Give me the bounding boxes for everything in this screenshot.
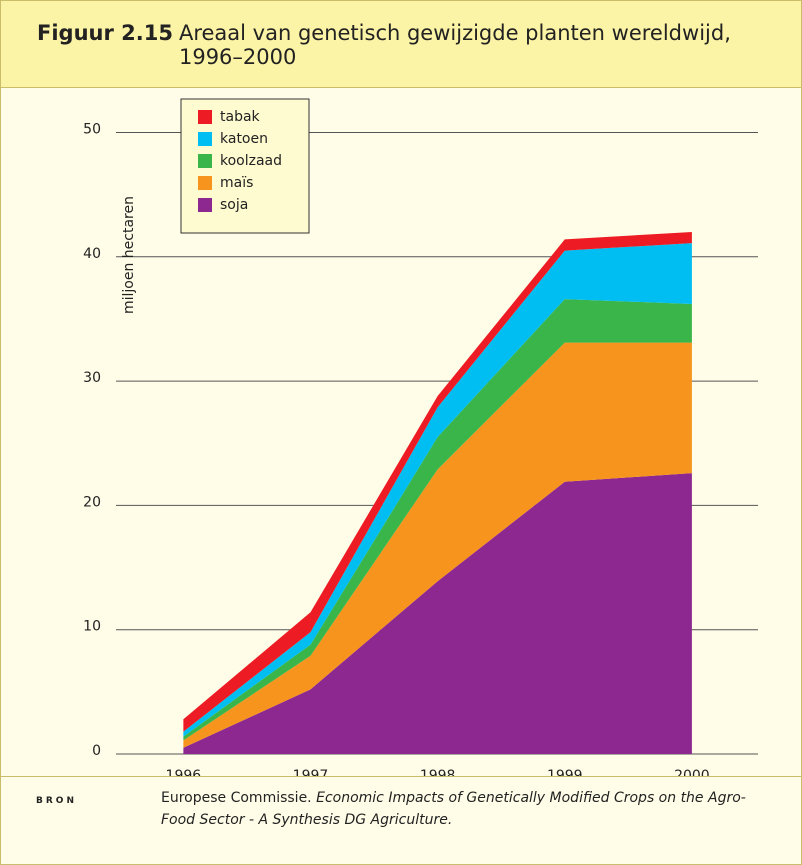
area [183,342,692,748]
legend-label: tabak [220,109,261,125]
y-tick-label: 0 [92,743,101,759]
area [183,243,692,737]
x-tick-label: 1996 [166,768,202,776]
y-tick-label: 20 [83,494,101,510]
legend-swatch [198,198,212,212]
header: Figuur 2.15 Areaal van genetisch gewijzi… [1,1,801,88]
x-tick-label: 1997 [293,768,329,776]
legend-swatch [198,110,212,124]
legend-label: koolzaad [220,153,282,169]
legend-swatch [198,154,212,168]
area [183,473,692,754]
x-tick-label: 2000 [674,768,710,776]
legend-swatch [198,176,212,190]
source-text: Europese Commissie. Economic Impacts of … [161,787,761,831]
legend: tabak katoen koolzaad maïs soja [180,98,310,234]
y-tick-label: 10 [83,619,101,635]
area [183,231,692,732]
y-tick-label: 40 [83,246,101,262]
source: BRON Europese Commissie. Economic Impact… [1,776,801,831]
legend-label: maïs [220,175,253,191]
source-org: Europese Commissie. [161,790,312,806]
x-tick-label: 1998 [420,768,456,776]
legend-label: katoen [220,131,268,147]
legend-swatch [198,132,212,146]
chart-title: Areaal van genetisch gewijzigde planten … [178,21,731,69]
chart: 0 10 20 30 40 50 1996 1997 1998 1999 2000 miljoen h… [83,98,758,776]
y-tick-label: 30 [83,370,101,386]
figure-label: Figuur 2.15 [37,21,173,45]
x-tick-label: 1999 [547,768,583,776]
y-axis-label: miljoen hectaren [121,196,137,314]
y-tick-label: 50 [83,122,101,138]
source-label: BRON [36,796,77,806]
legend-label: soja [220,197,248,213]
source-title: Economic Impacts of Genetically Modified… [161,790,746,828]
